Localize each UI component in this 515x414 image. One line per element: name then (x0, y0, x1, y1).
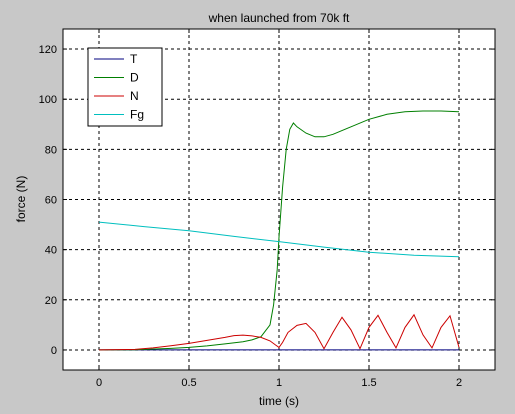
x-tick-label: 1.5 (361, 377, 376, 389)
grid-lines (63, 29, 495, 370)
legend-box (87, 47, 163, 127)
legend-label-d: D (130, 71, 139, 85)
x-tick-label: 2 (456, 377, 462, 389)
series-line-fg (98, 221, 460, 258)
series-line-n (98, 313, 460, 351)
y-tick-label: 120 (39, 44, 57, 56)
x-axis-label: time (s) (259, 394, 299, 408)
legend: TDN Fg (87, 47, 163, 127)
y-tick-label: 60 (45, 195, 57, 207)
y-tick-label: 0 (51, 345, 57, 357)
legend-label-n: N (130, 89, 139, 103)
y-tick-label: 100 (39, 94, 57, 106)
y-axis-label: force (N) (14, 176, 28, 223)
y-tick-label: 80 (45, 144, 57, 156)
y-tick-label: 40 (45, 245, 57, 257)
x-tick-label: 1 (276, 377, 282, 389)
legend-label-fg: Fg (130, 108, 144, 122)
legend-label-t: T (130, 52, 138, 66)
x-tick-label: 0.5 (181, 377, 196, 389)
chart-title: when launched from 70k ft (208, 11, 350, 25)
series-layer (98, 110, 460, 351)
x-tick-label: 0 (96, 377, 102, 389)
series-line-d (98, 110, 460, 351)
y-tick-label: 20 (45, 295, 57, 307)
